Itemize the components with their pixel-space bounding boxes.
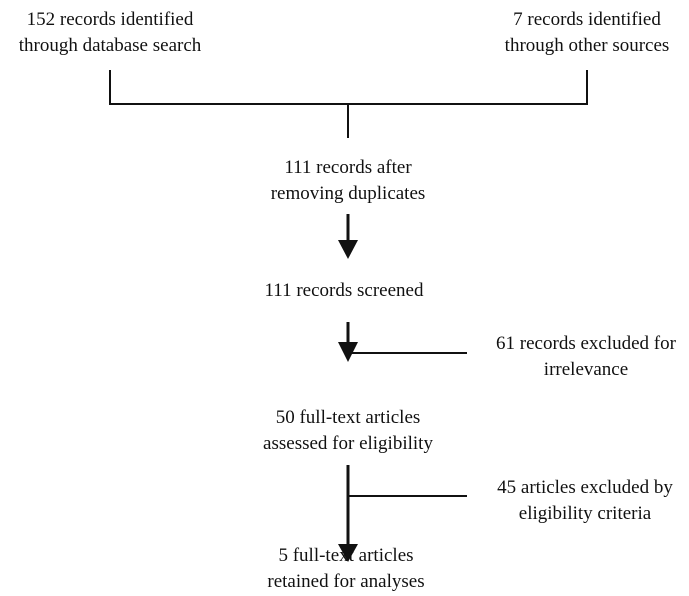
retained-line2: retained for analyses <box>267 571 425 592</box>
after-duplicates-line2: removing duplicates <box>270 183 426 204</box>
excluded-eligibility-box: 45 articles excluded by eligibility crit… <box>497 475 673 527</box>
retained-line1: 5 full-text articles <box>278 545 414 566</box>
after-duplicates-line1: 111 records after <box>284 157 412 178</box>
source-other-line1: 7 records identified <box>513 9 661 30</box>
retained-box: 5 full-text articles retained for analys… <box>267 543 424 595</box>
excluded-eligibility-line1: 45 articles excluded by <box>497 477 673 498</box>
source-other-line2: through other sources <box>504 35 670 56</box>
arrow-1-head <box>338 240 358 259</box>
arrow-3-head <box>338 544 358 562</box>
full-text-assessed-line2: assessed for eligibility <box>263 433 433 454</box>
source-database-line1: 152 records identified <box>26 9 194 30</box>
after-duplicates-box: 111 records after removing duplicates <box>271 155 426 207</box>
excluded-irrelevance-box: 61 records excluded for irrelevance <box>496 331 676 383</box>
source-other-box: 7 records identified through other sourc… <box>505 7 670 59</box>
screened-line1: 111 records screened <box>264 280 424 301</box>
source-database-line2: through database search <box>18 35 202 56</box>
excluded-irrelevance-line2: irrelevance <box>543 359 629 380</box>
full-text-assessed-line1: 50 full-text articles <box>275 407 421 428</box>
full-text-assessed-box: 50 full-text articles assessed for eligi… <box>263 405 433 457</box>
excluded-eligibility-line2: eligibility criteria <box>518 503 652 524</box>
source-database-box: 152 records identified through database … <box>19 7 202 59</box>
excluded-irrelevance-line1: 61 records excluded for <box>496 333 676 354</box>
screened-box: 111 records screened <box>265 278 424 304</box>
